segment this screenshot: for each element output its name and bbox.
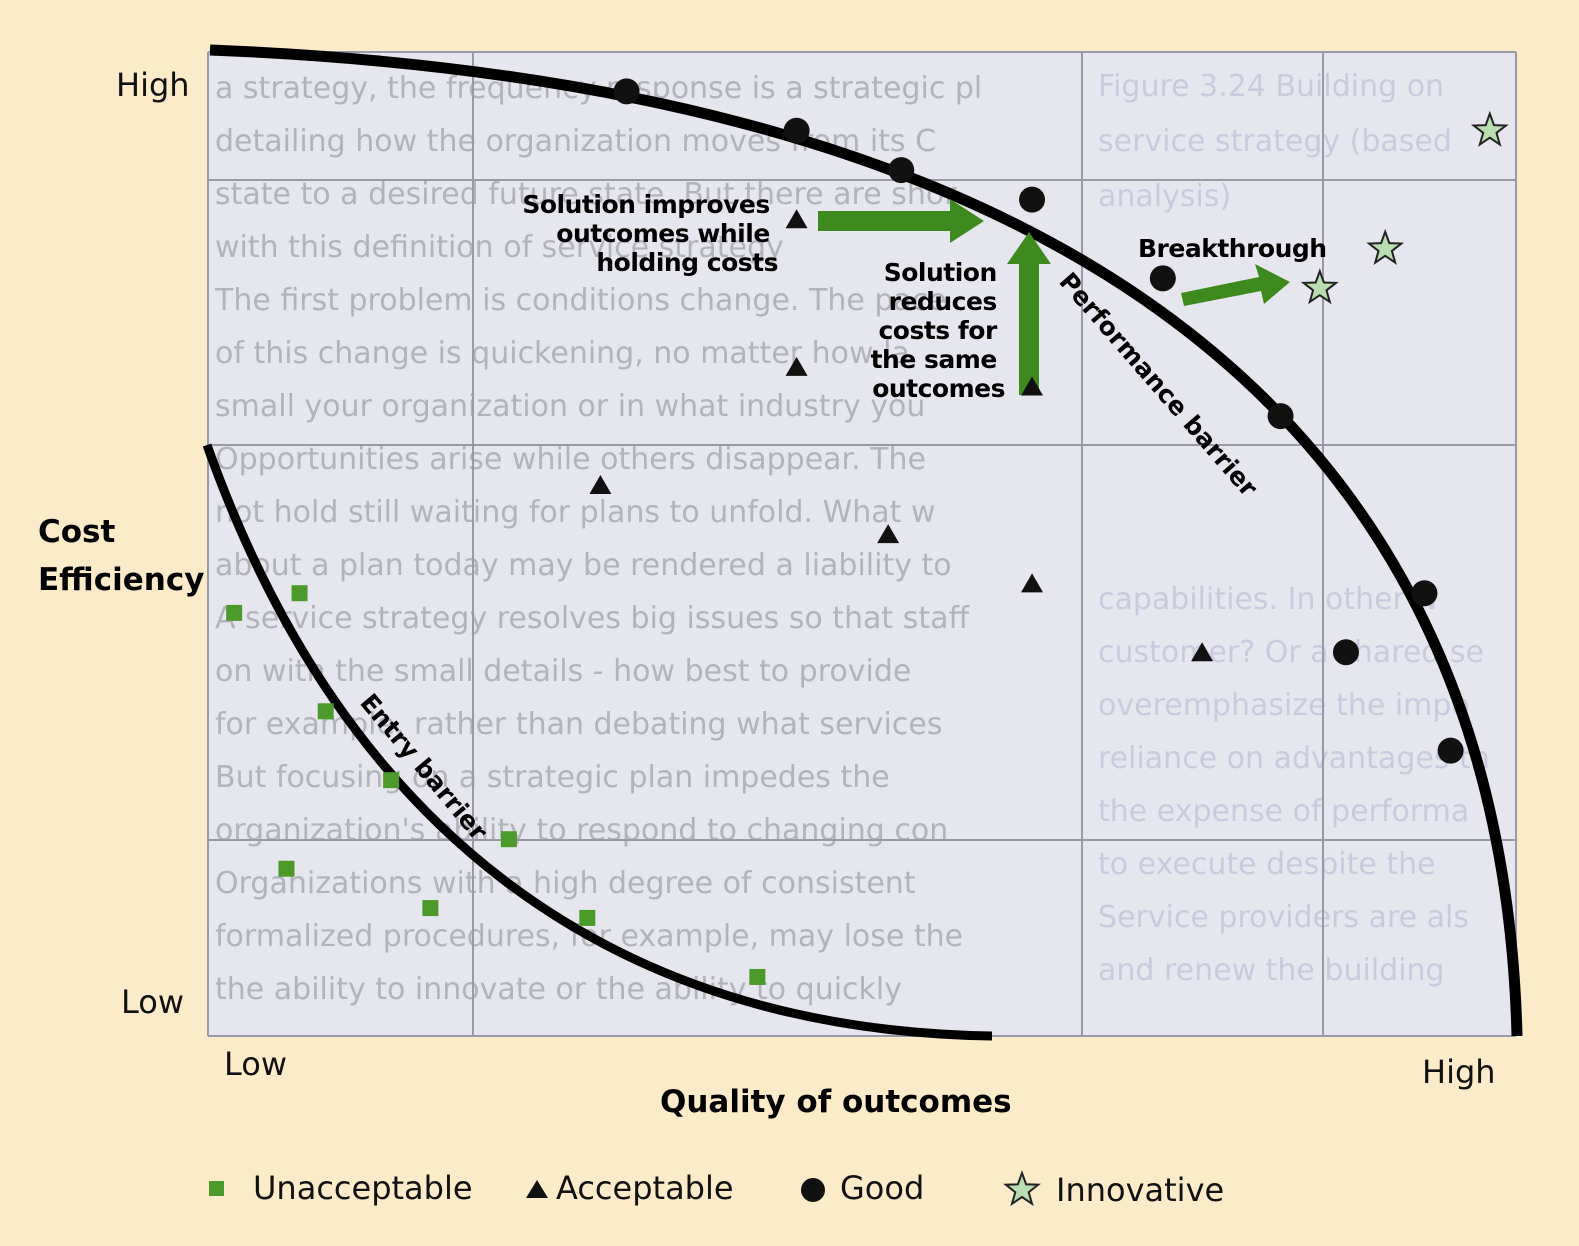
y-axis-low-label: Low (121, 983, 184, 1021)
unacceptable-point-3 (317, 703, 334, 720)
good-point-8 (1332, 639, 1359, 666)
acceptable-point-7 (1191, 642, 1214, 662)
background-text-line: Opportunities arise while others disappe… (215, 442, 926, 477)
annotation-reduces-line3: costs for (878, 316, 997, 345)
good-point-9 (1437, 737, 1464, 764)
plot-grid (207, 51, 1517, 1037)
background-text-line: and renew the building (1098, 953, 1445, 988)
arrow-breakthrough (1181, 264, 1290, 306)
background-text-line: analysis) (1098, 179, 1231, 214)
legend-item-good: Good (801, 1169, 924, 1207)
legend-label-unacceptable: Unacceptable (253, 1169, 473, 1207)
annotation-reduces-line4: the same (871, 345, 997, 374)
acceptable-point-4 (877, 524, 900, 544)
innovative-point-1 (1470, 110, 1509, 147)
background-page-text: a strategy, the frequency response is a … (214, 69, 1490, 1007)
background-text-line: state to a desired future state. But the… (215, 177, 957, 212)
good-point-7 (1411, 580, 1438, 607)
annotation-reduces-costs: Solution reduces costs for the same outc… (871, 258, 1005, 403)
background-text-line: customer? Or a shared se (1098, 635, 1484, 670)
background-text-line: The first problem is conditions change. … (214, 283, 947, 318)
background-text-line: about a plan today may be rendered a lia… (215, 548, 952, 583)
data-markers (226, 78, 1509, 985)
unacceptable-point-2 (291, 585, 308, 602)
arrow-reduces-costs (1007, 232, 1051, 395)
background-text-line: A service strategy resolves big issues s… (215, 601, 970, 636)
background-text-line: Service providers are als (1098, 900, 1469, 935)
legend-star-marker (1003, 1170, 1041, 1207)
acceptable-point-6 (1021, 573, 1044, 593)
acceptable-point-5 (1021, 376, 1044, 396)
y-axis-high-label: High (116, 66, 190, 104)
x-axis-title: Quality of outcomes (660, 1084, 1012, 1120)
arrow-improves-outcomes (818, 199, 984, 243)
background-text-line: organization's ability to respond to cha… (215, 813, 948, 848)
good-point-3 (888, 157, 915, 184)
annotation-reduces-line5: outcomes (872, 374, 1005, 403)
unacceptable-point-7 (500, 831, 517, 848)
background-text-line: for example, rather than debating what s… (215, 707, 942, 742)
legend-label-acceptable: Acceptable (556, 1169, 734, 1207)
legend-triangle-marker (526, 1180, 548, 1198)
background-text-line: not hold still waiting for plans to unfo… (215, 495, 936, 530)
annotation-breakthrough: Breakthrough (1138, 234, 1327, 263)
legend-square-marker (209, 1181, 224, 1196)
legend: Unacceptable Acceptable Good Innovative (209, 1169, 1224, 1209)
legend-label-good: Good (840, 1169, 924, 1207)
x-axis-low-label: Low (224, 1045, 287, 1083)
acceptable-point-2 (785, 356, 808, 376)
entry-barrier-curve (202, 443, 993, 1041)
background-text-line: to execute despite the (1098, 847, 1436, 882)
annotation-reduces-line2: reduces (889, 287, 997, 316)
y-axis-title-line2: Efficiency (38, 562, 204, 598)
good-point-6 (1267, 403, 1294, 430)
good-point-5 (1149, 265, 1176, 292)
x-axis-high-label: High (1422, 1053, 1496, 1091)
legend-circle-marker (801, 1178, 825, 1202)
annotation-improves-outcomes: Solution improves outcomes while holding… (522, 190, 778, 277)
unacceptable-point-5 (278, 860, 295, 877)
annotation-reduces-line1: Solution (884, 258, 997, 287)
annotation-improves-line1: Solution improves (522, 190, 769, 219)
legend-item-acceptable: Acceptable (526, 1169, 734, 1207)
unacceptable-point-8 (579, 909, 596, 926)
unacceptable-point-9 (749, 968, 766, 985)
background-text-line: Figure 3.24 Building on (1098, 69, 1444, 104)
background-text-line: Organizations with a high degree of cons… (215, 866, 916, 901)
background-text-line: But focusing on a strategic plan impedes… (215, 760, 890, 795)
unacceptable-point-1 (226, 604, 243, 621)
background-text-line: of this change is quickening, no matter … (215, 336, 910, 371)
background-text-line: with this definition of service strategy (215, 230, 784, 265)
legend-label-innovative: Innovative (1056, 1171, 1224, 1209)
unacceptable-point-6 (422, 900, 439, 917)
good-point-1 (613, 78, 640, 105)
innovative-point-2 (1366, 228, 1405, 265)
acceptable-point-1 (785, 209, 808, 229)
legend-item-unacceptable: Unacceptable (209, 1169, 473, 1207)
background-text-line: service strategy (based (1098, 124, 1452, 159)
annotation-improves-line3: holding costs (596, 248, 778, 277)
background-text-line: small your organization or in what indus… (215, 389, 925, 424)
y-axis-title-line1: Cost (38, 514, 115, 550)
innovative-point-3 (1300, 268, 1339, 305)
background-text-line: the ability to innovate or the ability t… (215, 972, 902, 1007)
unacceptable-point-4 (383, 772, 400, 789)
improvement-arrows (818, 199, 1290, 395)
legend-item-innovative: Innovative (1003, 1170, 1224, 1209)
background-text-line: capabilities. In other w (1098, 582, 1439, 617)
good-point-4 (1019, 186, 1046, 213)
background-text-line: overemphasize the impo (1098, 688, 1470, 723)
performance-barrier-curve (209, 44, 1523, 1037)
background-text-line: on with the small details - how best to … (215, 654, 911, 689)
background-text-line: reliance on advantages th (1098, 741, 1490, 776)
background-text-line: the expense of performa (1098, 794, 1469, 829)
acceptable-point-3 (589, 474, 612, 494)
good-point-2 (783, 117, 810, 144)
annotation-improves-line2: outcomes while (556, 219, 770, 248)
